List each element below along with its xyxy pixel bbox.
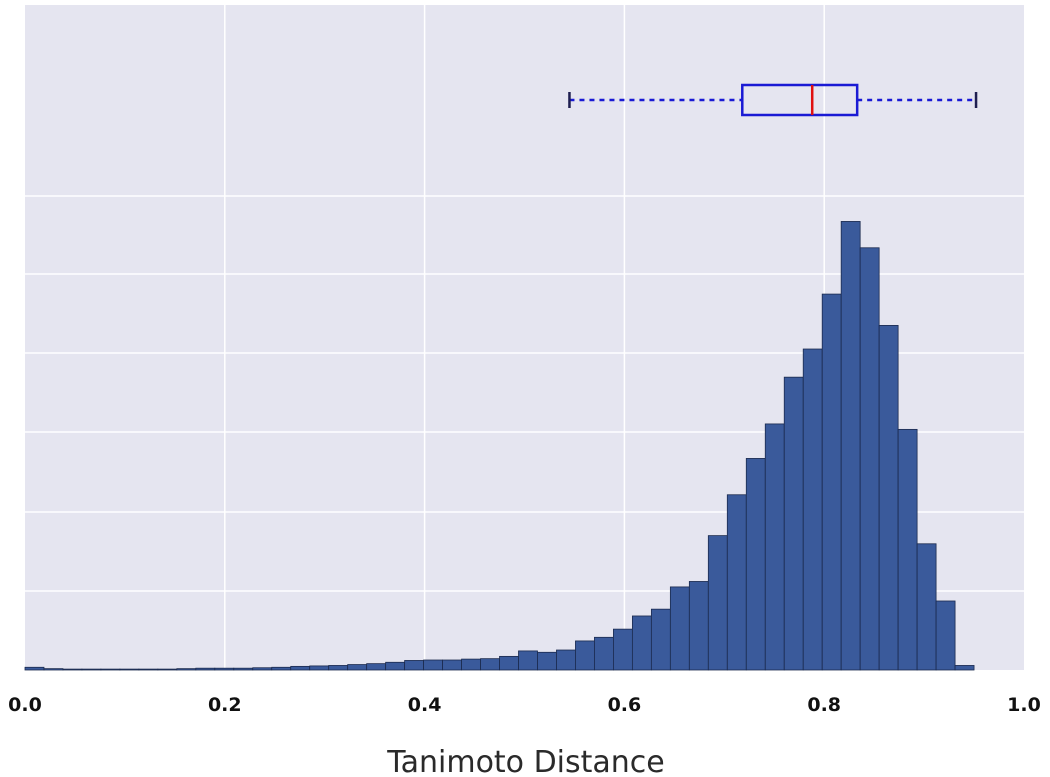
histogram-bar xyxy=(404,660,425,671)
histogram-bar xyxy=(138,668,159,671)
x-tick-label: 0.6 xyxy=(608,694,642,716)
histogram-bar xyxy=(669,586,690,671)
boxplot xyxy=(568,83,978,117)
histogram-bar xyxy=(290,665,311,671)
histogram-bar xyxy=(423,659,443,671)
histogram-bar xyxy=(650,608,671,671)
histogram-bar xyxy=(745,458,766,671)
histogram-bar xyxy=(935,600,956,671)
histogram-bar xyxy=(707,535,728,671)
histogram-bar xyxy=(62,668,83,671)
x-axis-ticks: 0.0 0.2 0.4 0.6 0.8 1.0 xyxy=(8,694,1041,716)
histogram-bar xyxy=(480,658,500,671)
histogram-bar xyxy=(309,665,330,671)
box xyxy=(741,83,859,117)
histogram-bar xyxy=(100,668,121,671)
histogram-bar xyxy=(119,668,140,671)
histogram-bar xyxy=(537,651,557,671)
histogram-bar xyxy=(688,581,709,671)
histogram-bar xyxy=(81,668,102,671)
histogram-bar xyxy=(613,628,633,671)
histogram-bar xyxy=(726,494,747,671)
x-tick-label: 0.4 xyxy=(408,694,442,716)
histogram-bar xyxy=(840,221,861,671)
histogram-bar xyxy=(575,640,595,671)
histogram-bar xyxy=(214,667,235,671)
x-axis-label: Tanimoto Distance xyxy=(386,745,665,777)
histogram-bar xyxy=(328,665,349,671)
histogram-bar xyxy=(594,636,614,671)
histogram-bar xyxy=(43,668,64,671)
histogram-bar xyxy=(897,428,918,671)
histogram-bars xyxy=(24,221,975,671)
histogram-bar xyxy=(499,655,519,671)
histogram-bar xyxy=(802,348,823,671)
histogram-bar xyxy=(954,665,975,671)
histogram-bar xyxy=(24,666,45,671)
x-tick-label: 0.2 xyxy=(208,694,242,716)
x-tick-label: 1.0 xyxy=(1007,694,1041,716)
histogram-bar xyxy=(783,376,804,671)
histogram-bar xyxy=(366,663,387,671)
histogram-bar xyxy=(916,543,937,671)
histogram-bar xyxy=(764,423,785,671)
histogram-bar xyxy=(518,650,538,671)
histogram-bar xyxy=(233,667,254,671)
histogram-bar xyxy=(176,668,197,671)
histogram-bar xyxy=(195,667,216,671)
x-tick-label: 0.8 xyxy=(807,694,841,716)
histogram-bar xyxy=(859,247,880,671)
histogram-bar xyxy=(271,666,292,671)
histogram-bar xyxy=(442,659,462,671)
histogram-bar xyxy=(556,649,576,671)
histogram-bar xyxy=(252,667,273,671)
histogram-bar xyxy=(821,293,842,671)
histogram-bar xyxy=(631,615,652,671)
histogram-bar xyxy=(347,664,368,671)
histogram-bar xyxy=(385,661,406,671)
histogram-bar xyxy=(878,325,899,671)
histogram-bar xyxy=(461,658,481,671)
histogram-bar xyxy=(157,668,178,671)
x-tick-label: 0.0 xyxy=(8,694,42,716)
